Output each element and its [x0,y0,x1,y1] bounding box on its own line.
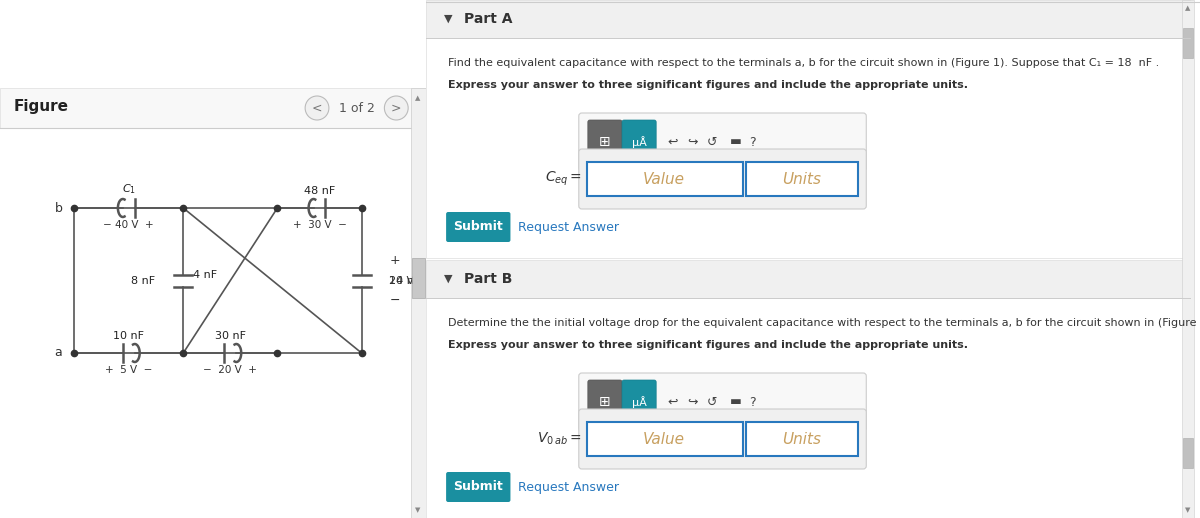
Text: $V_{0\,ab}=$: $V_{0\,ab}=$ [538,431,582,447]
Bar [426,298,1190,518]
Text: ?: ? [749,136,756,149]
Text: Value: Value [643,431,685,447]
Text: Value: Value [643,171,685,186]
Text: ▬: ▬ [730,136,742,149]
FancyBboxPatch shape [622,120,656,164]
Text: ▼: ▼ [1186,507,1190,513]
Text: −: − [389,294,400,307]
Text: $C_1$: $C_1$ [121,182,136,196]
Text: >: > [391,102,402,114]
Text: +  5 V  −: + 5 V − [106,365,152,375]
Text: ▼: ▼ [444,274,452,284]
Text: ↪: ↪ [688,396,697,409]
Text: 48 nF: 48 nF [304,186,335,196]
Text: <: < [312,102,323,114]
Text: 10 V: 10 V [389,276,414,285]
Text: Express your answer to three significant figures and include the appropriate uni: Express your answer to three significant… [448,80,968,90]
Text: a: a [55,347,62,359]
Text: ↩: ↩ [667,396,678,409]
Bar [587,162,743,196]
Bar [0,88,426,128]
Text: μÅ: μÅ [631,396,647,408]
Text: ↺: ↺ [707,396,718,409]
Text: +: + [389,254,400,267]
Text: ⊞: ⊞ [599,395,611,409]
Text: ↺: ↺ [707,136,718,149]
Text: ?: ? [749,396,756,409]
Text: Request Answer: Request Answer [518,221,619,234]
Bar [412,258,425,298]
Text: Determine the the initial voltage drop for the equivalent capacitance with respe: Determine the the initial voltage drop f… [448,318,1200,328]
Text: b: b [54,202,62,214]
Bar [745,162,858,196]
Text: ▼: ▼ [415,507,421,513]
Text: Units: Units [782,171,822,186]
Bar [426,38,1190,258]
Circle shape [305,96,329,120]
Text: $C_{eq}=$: $C_{eq}=$ [545,170,582,188]
Bar [1182,0,1194,518]
FancyBboxPatch shape [578,113,866,171]
FancyBboxPatch shape [446,472,510,502]
FancyBboxPatch shape [588,120,622,164]
FancyBboxPatch shape [622,380,656,424]
Text: 24 nF: 24 nF [389,276,420,285]
Text: Part A: Part A [464,12,512,26]
FancyBboxPatch shape [578,409,866,469]
FancyBboxPatch shape [446,212,510,242]
Text: Submit: Submit [454,221,503,234]
Text: 10 nF: 10 nF [113,331,144,341]
Bar [745,422,858,456]
Text: ↪: ↪ [688,136,697,149]
Bar [1183,28,1193,58]
Text: ↩: ↩ [667,136,678,149]
Text: 30 nF: 30 nF [215,331,246,341]
Text: 4 nF: 4 nF [192,270,217,281]
FancyBboxPatch shape [588,380,622,424]
Text: 1 of 2: 1 of 2 [338,102,374,114]
FancyBboxPatch shape [578,373,866,431]
Bar [412,88,426,518]
Text: Units: Units [782,431,822,447]
Text: Figure: Figure [14,98,68,113]
Bar [426,260,1190,298]
Text: ▲: ▲ [415,95,421,101]
Text: Part B: Part B [464,272,512,286]
Text: −  20 V  +: − 20 V + [203,365,257,375]
Text: ▲: ▲ [1186,5,1190,11]
Text: ▼: ▼ [444,14,452,24]
Text: Submit: Submit [454,481,503,494]
Text: +  30 V  −: + 30 V − [293,220,347,230]
Text: ▬: ▬ [730,396,742,409]
Text: μÅ: μÅ [631,136,647,148]
Bar [587,422,743,456]
Text: Express your answer to three significant figures and include the appropriate uni: Express your answer to three significant… [448,340,968,350]
Bar [1183,438,1193,468]
Text: Find the equivalent capacitance with respect to the terminals a, b for the circu: Find the equivalent capacitance with res… [448,58,1159,68]
Circle shape [384,96,408,120]
Text: ⊞: ⊞ [599,135,611,149]
Text: − 40 V  +: − 40 V + [103,220,154,230]
Text: 8 nF: 8 nF [132,276,156,285]
FancyBboxPatch shape [578,149,866,209]
Bar [426,0,1190,38]
Text: Request Answer: Request Answer [518,481,619,494]
